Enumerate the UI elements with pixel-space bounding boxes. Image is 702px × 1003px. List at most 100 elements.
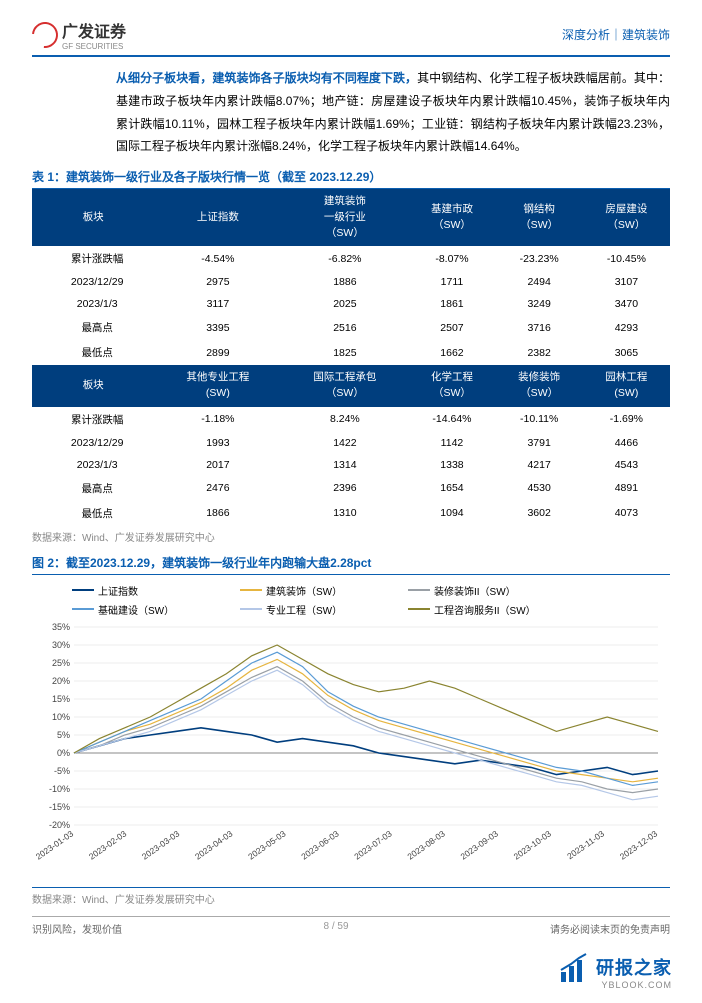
table-cell: 3395 [154,315,281,340]
logo-icon [27,16,64,53]
table-header: 化学工程（SW） [408,365,495,407]
header-category: 深度分析｜建筑装饰 [562,26,670,43]
chart-caption: 图 2：截至2023.12.29，建筑装饰一级行业年内跑输大盘2.28pct [32,554,670,575]
table1: 板块上证指数建筑装饰一级行业（SW）基建市政（SW）钢结构（SW）房屋建设（SW… [32,189,670,526]
svg-text:30%: 30% [52,640,70,650]
svg-text:35%: 35% [52,622,70,632]
legend-swatch [240,589,262,591]
table-cell: 2023/12/29 [32,432,154,454]
svg-text:0%: 0% [57,748,70,758]
table-cell: 1314 [281,454,408,476]
table-cell: -1.69% [583,407,670,432]
table-cell: 最高点 [32,476,154,501]
table-cell: -10.45% [583,246,670,271]
legend-swatch [408,608,430,610]
logo-en: GF SECURITIES [62,42,126,51]
table-cell: 1866 [154,501,281,526]
table-header: 国际工程承包（SW） [281,365,408,407]
table-header: 其他专业工程(SW) [154,365,281,407]
table-cell: 1338 [408,454,495,476]
intro-lead: 从细分子板块看，建筑装饰各子版块均有不同程度下跌， [116,71,417,85]
footer-center: 8 / 59 [323,921,348,936]
table-cell: 1142 [408,432,495,454]
svg-text:2023-07-03: 2023-07-03 [352,828,394,861]
table-cell: 2975 [154,271,281,293]
svg-text:2023-01-03: 2023-01-03 [34,828,76,861]
table-cell: 2023/1/3 [32,454,154,476]
table-cell: 3249 [496,293,583,315]
table-cell: 2507 [408,315,495,340]
table-cell: 1993 [154,432,281,454]
svg-text:-5%: -5% [54,766,70,776]
table-cell: 最低点 [32,501,154,526]
table-cell: 3117 [154,293,281,315]
table-cell: 3065 [583,340,670,365]
table-cell: 3470 [583,293,670,315]
table-cell: 4543 [583,454,670,476]
table-cell: -14.64% [408,407,495,432]
table-row: 最低点28991825166223823065 [32,340,670,365]
legend-item: 基础建设（SW） [72,602,212,617]
svg-text:2023-09-03: 2023-09-03 [459,828,501,861]
table-cell: -1.18% [154,407,281,432]
svg-text:2023-11-03: 2023-11-03 [565,828,606,861]
svg-text:25%: 25% [52,658,70,668]
legend-label: 基础建设（SW） [98,602,174,617]
legend-swatch [408,589,430,591]
table-header: 上证指数 [154,189,281,246]
legend-label: 建筑装饰（SW） [266,583,342,598]
table-cell: 3107 [583,271,670,293]
legend-swatch [72,589,94,591]
table-cell: 4217 [496,454,583,476]
table-cell: 4891 [583,476,670,501]
legend-swatch [72,608,94,610]
table-cell: 4530 [496,476,583,501]
svg-text:15%: 15% [52,694,70,704]
table-cell: -23.23% [496,246,583,271]
table-cell: 1662 [408,340,495,365]
table-cell: 3602 [496,501,583,526]
table-cell: 2476 [154,476,281,501]
table-row: 2023/1/320171314133842174543 [32,454,670,476]
svg-text:-20%: -20% [49,820,70,830]
svg-text:-10%: -10% [49,784,70,794]
watermark-text: 研报之家 [596,954,672,980]
legend-label: 工程咨询服务II（SW） [434,602,536,617]
table-cell: 最低点 [32,340,154,365]
chart-legend: 上证指数建筑装饰（SW）装修装饰II（SW）基础建设（SW）专业工程（SW）工程… [32,575,670,621]
chart-container: 上证指数建筑装饰（SW）装修装饰II（SW）基础建设（SW）专业工程（SW）工程… [32,575,670,888]
table-cell: 8.24% [281,407,408,432]
table-cell: 3791 [496,432,583,454]
svg-text:2023-04-03: 2023-04-03 [193,828,235,861]
table-row: 累计涨跌幅-4.54%-6.82%-8.07%-23.23%-10.45% [32,246,670,271]
table-row: 最高点24762396165445304891 [32,476,670,501]
table-cell: -10.11% [496,407,583,432]
footer-left: 识别风险，发现价值 [32,921,122,936]
table-cell: 1654 [408,476,495,501]
chart-source: 数据来源：Wind、广发证券发展研究中心 [32,891,670,906]
table-cell: 累计涨跌幅 [32,407,154,432]
legend-item: 上证指数 [72,583,212,598]
table1-source: 数据来源：Wind、广发证券发展研究中心 [32,529,670,544]
table-cell: -8.07% [408,246,495,271]
legend-label: 上证指数 [98,583,138,598]
legend-item: 专业工程（SW） [240,602,380,617]
table-header: 板块 [32,189,154,246]
table-cell: 4073 [583,501,670,526]
table1-caption: 表 1：建筑装饰一级行业及各子版块行情一览（截至 2023.12.29） [32,168,670,189]
table-cell: 1094 [408,501,495,526]
table-cell: 1861 [408,293,495,315]
chart-icon [556,952,590,993]
table-header: 钢结构（SW） [496,189,583,246]
table-cell: 1310 [281,501,408,526]
table-row: 2023/12/2919931422114237914466 [32,432,670,454]
table-cell: 1825 [281,340,408,365]
table-row: 最高点33952516250737164293 [32,315,670,340]
table-cell: 2396 [281,476,408,501]
table-row: 最低点18661310109436024073 [32,501,670,526]
table-cell: 2382 [496,340,583,365]
svg-text:2023-08-03: 2023-08-03 [405,828,447,861]
svg-text:10%: 10% [52,712,70,722]
watermark: 研报之家 YBLOOK.COM [0,936,702,1003]
legend-swatch [240,608,262,610]
